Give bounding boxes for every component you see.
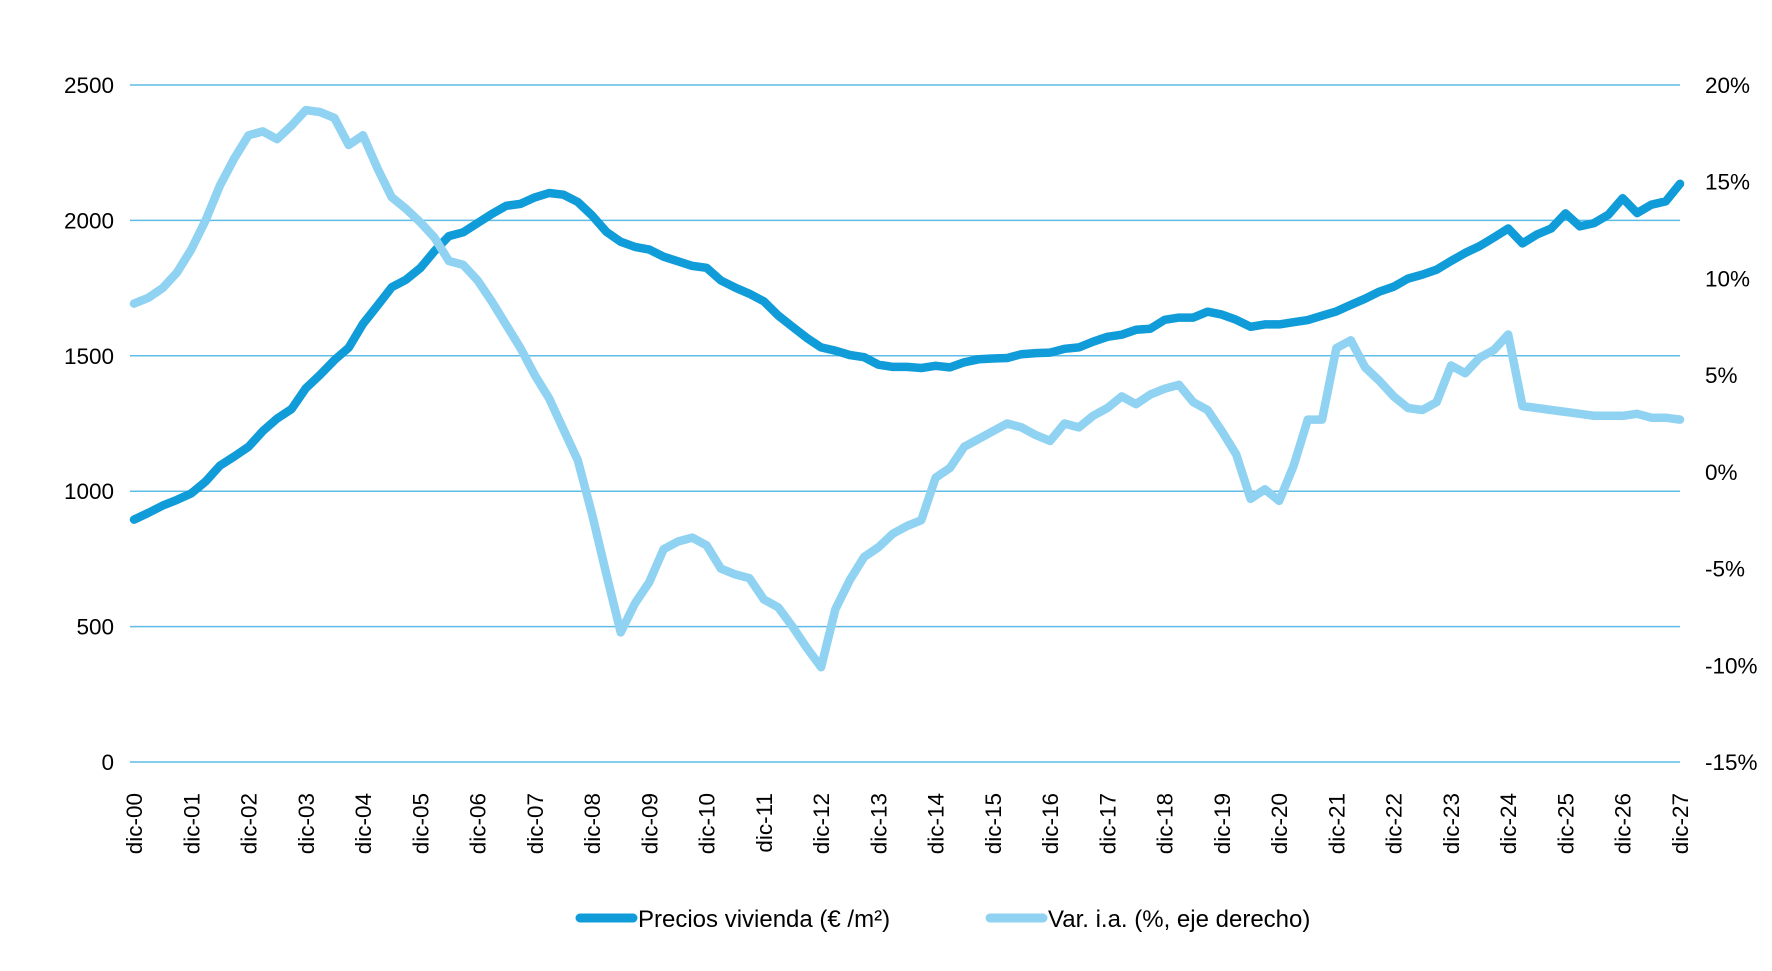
x-axis-tick: dic-08: [580, 793, 605, 854]
x-axis-tick: dic-13: [866, 793, 891, 854]
left-axis-tick: 1500: [64, 344, 114, 369]
left-axis-tick: 2000: [64, 208, 114, 233]
right-axis-tick: 15%: [1705, 170, 1750, 195]
right-axis-tick: 20%: [1705, 73, 1750, 98]
x-axis-tick: dic-23: [1439, 793, 1464, 854]
legend-label-precios: Precios vivienda (€ /m²): [638, 906, 890, 933]
x-axis-tick: dic-21: [1324, 793, 1349, 854]
legend-label-variacion: Var. i.a. (%, eje derecho): [1048, 906, 1310, 933]
x-axis-tick: dic-00: [122, 793, 147, 854]
gridlines: [130, 84, 1680, 763]
right-axis-tick: 5%: [1705, 363, 1738, 388]
x-axis-tick: dic-09: [637, 793, 662, 854]
right-axis-tick: -10%: [1705, 653, 1758, 678]
left-axis-tick: 2500: [64, 73, 114, 98]
x-axis-tick: dic-05: [408, 793, 433, 854]
x-axis-tick: dic-06: [466, 793, 491, 854]
x-axis-tick: dic-27: [1668, 793, 1693, 854]
x-axis-tick: dic-03: [294, 793, 319, 854]
x-axis-tick: dic-25: [1553, 793, 1578, 854]
legend: Precios vivienda (€ /m²) Var. i.a. (%, e…: [575, 906, 1310, 933]
left-axis-tick: 500: [76, 615, 114, 640]
legend-item-variacion: Var. i.a. (%, eje derecho): [985, 906, 1310, 933]
x-axis-tick: dic-01: [179, 793, 204, 854]
right-axis-tick: -15%: [1705, 750, 1758, 775]
x-axis-labels: dic-00 dic-01 dic-02 dic-03 dic-04 dic-05 dic-…: [122, 793, 1693, 854]
x-axis-tick: dic-07: [523, 793, 548, 854]
x-axis-tick: dic-20: [1267, 793, 1292, 854]
x-axis-tick: dic-16: [1038, 793, 1063, 854]
left-axis-tick: 0: [101, 750, 114, 775]
x-axis-tick: dic-22: [1382, 793, 1407, 854]
right-axis-tick: 10%: [1705, 266, 1750, 291]
x-axis-tick: dic-04: [351, 793, 376, 854]
x-axis-tick: dic-18: [1153, 793, 1178, 854]
x-axis-tick: dic-10: [695, 793, 720, 854]
legend-item-precios: Precios vivienda (€ /m²): [575, 906, 890, 933]
series-line-variacion-interanual: [129, 105, 1685, 672]
x-axis-tick: dic-12: [809, 793, 834, 854]
left-axis-tick: 1000: [64, 479, 114, 504]
right-axis-tick: 0%: [1705, 460, 1738, 485]
series-line-precios-vivienda: [129, 179, 1685, 524]
x-axis-tick: dic-17: [1095, 793, 1120, 854]
x-axis-tick: dic-15: [981, 793, 1006, 854]
left-axis-labels: 2500 2000 1500 1000 500 0: [64, 73, 114, 775]
right-axis-labels: 20% 15% 10% 5% 0% -5% -10% -15%: [1705, 73, 1758, 775]
x-axis-tick: dic-14: [924, 793, 949, 854]
x-axis-tick: dic-24: [1496, 793, 1521, 854]
right-axis-tick: -5%: [1705, 557, 1745, 582]
x-axis-tick: dic-11: [752, 793, 777, 853]
x-axis-tick: dic-19: [1210, 793, 1235, 854]
x-axis-tick: dic-02: [237, 793, 262, 854]
x-axis-tick: dic-26: [1611, 793, 1636, 854]
data-series-lines: [129, 105, 1685, 672]
